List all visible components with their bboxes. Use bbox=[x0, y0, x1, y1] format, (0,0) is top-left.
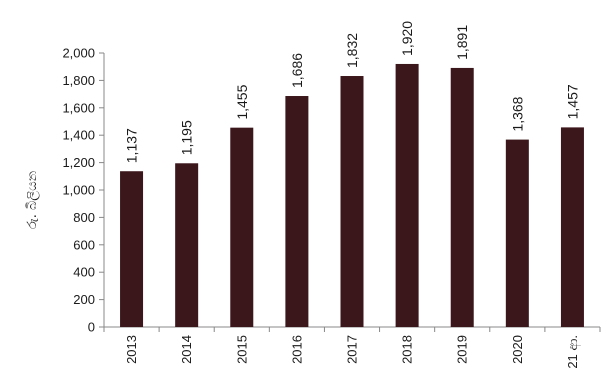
y-tick-label: 1,000 bbox=[62, 183, 95, 198]
x-tick-label: 2018 bbox=[400, 335, 415, 364]
data-label: 1,686 bbox=[289, 53, 305, 88]
x-tick-label: 2013 bbox=[124, 335, 139, 364]
y-tick-label: 1,200 bbox=[62, 155, 95, 170]
y-tick-label: 1,800 bbox=[62, 73, 95, 88]
data-label: 1,832 bbox=[344, 33, 360, 68]
y-tick-label: 0 bbox=[88, 320, 95, 335]
y-tick-label: 1,400 bbox=[62, 128, 95, 143]
x-tick-label: 2019 bbox=[455, 335, 470, 364]
y-axis-title: රු. බිලියන bbox=[25, 170, 40, 229]
data-label: 1,195 bbox=[179, 120, 195, 155]
bar bbox=[120, 171, 144, 327]
data-label: 1,137 bbox=[124, 128, 140, 163]
bar bbox=[560, 127, 584, 328]
x-tick-label: 21 ආ. bbox=[565, 335, 581, 369]
data-labels: 1,137 1,195 1,455 1,686 1,832 1,920 1,891 1,368… bbox=[124, 21, 581, 164]
y-tick-label: 200 bbox=[73, 292, 95, 307]
data-label: 1,920 bbox=[399, 21, 415, 56]
data-label: 1,457 bbox=[564, 84, 580, 119]
y-tick-label: 2,000 bbox=[62, 46, 95, 61]
x-tick-label: 2020 bbox=[510, 335, 525, 364]
y-tick-label: 1,600 bbox=[62, 100, 95, 115]
data-label: 1,368 bbox=[509, 96, 525, 131]
data-label: 1,891 bbox=[454, 25, 470, 60]
bar bbox=[450, 67, 474, 328]
data-label: 1,455 bbox=[234, 84, 250, 119]
x-tick-label: 2014 bbox=[179, 335, 194, 364]
x-tick-label: 2015 bbox=[234, 335, 249, 364]
bar bbox=[505, 139, 529, 327]
x-axis: 2013 2014 2015 2016 2017 2018 2019 2020 21 ආ. bbox=[103, 326, 601, 369]
y-axis: 0 200 400 600 800 1,000 1,200 1,400 1,600 1,800 2,… bbox=[62, 46, 105, 335]
bar bbox=[340, 76, 364, 328]
y-tick-label: 400 bbox=[73, 265, 95, 280]
y-tick-label: 800 bbox=[73, 210, 95, 225]
bar bbox=[395, 63, 419, 328]
bars bbox=[120, 63, 584, 328]
bar bbox=[175, 163, 199, 327]
y-tick-label: 600 bbox=[73, 237, 95, 252]
bar bbox=[285, 96, 309, 327]
x-tick-label: 2017 bbox=[345, 335, 360, 364]
bar bbox=[230, 127, 254, 327]
x-tick-label: 2016 bbox=[289, 335, 304, 364]
